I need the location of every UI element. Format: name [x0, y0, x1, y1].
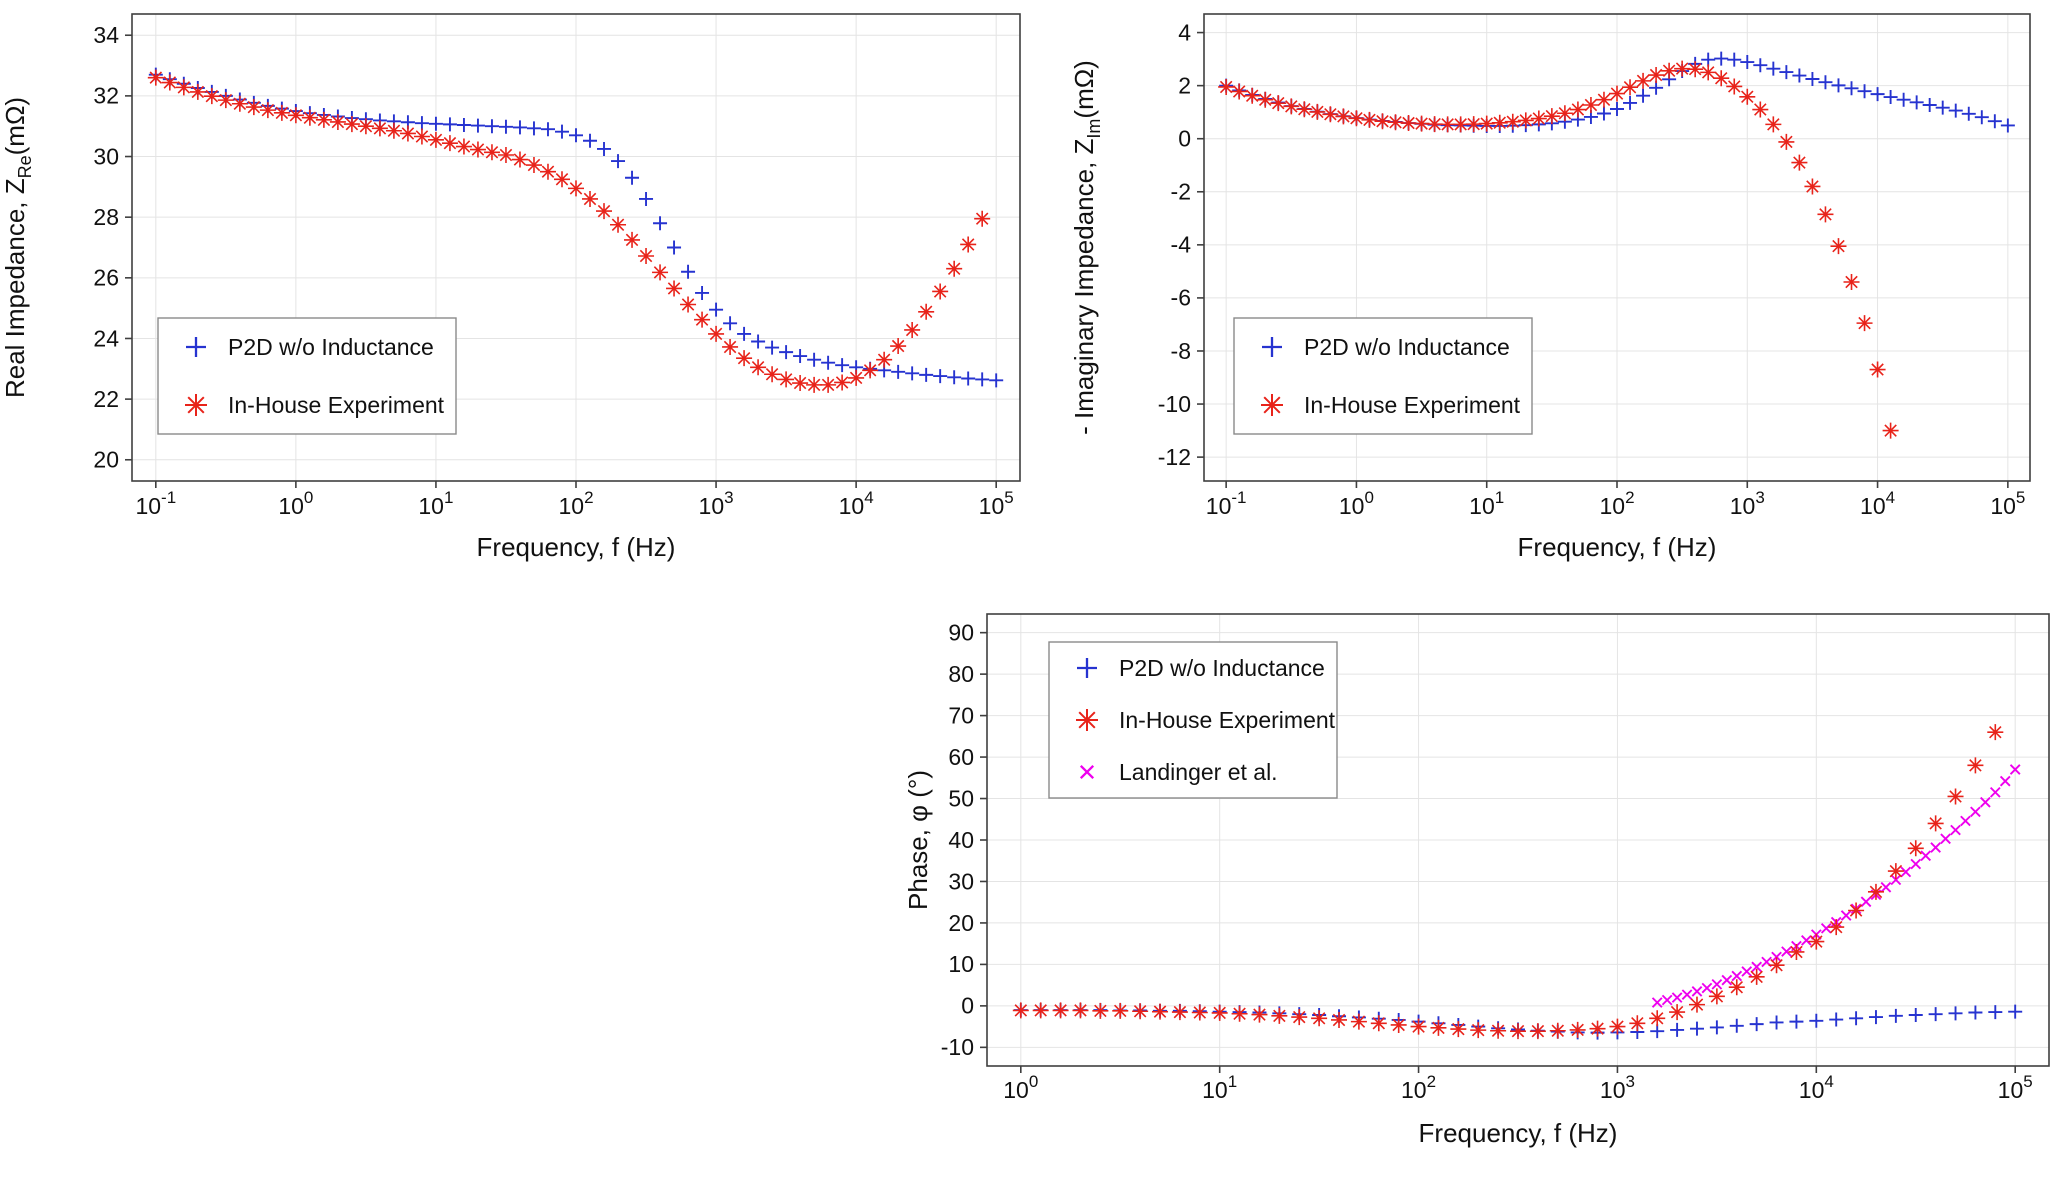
series-landinger	[1651, 764, 2021, 1008]
chart-svg-imaginary-impedance: 10-1 100 101 102 103 104 105 4 2 0 -2 -4 -6 -8 -10 -12 F…	[1069, 13, 2031, 562]
legend: P2D w/o Inductance In-House Experiment	[1233, 317, 1533, 435]
series-inhouse	[147, 69, 991, 393]
grid-lines	[987, 614, 2049, 1066]
svg-text:-10: -10	[941, 1034, 974, 1060]
svg-text:10: 10	[948, 951, 974, 977]
chart-imaginary-impedance: 10-1 100 101 102 103 104 105 4 2 0 -2 -4 -6 -8 -10 -12 F…	[1055, 0, 2065, 598]
y-tick-labels: -10 0 10 20 30 40 50 60 70 80 90	[941, 619, 974, 1060]
chart-svg-phase: 100 101 102 103 104 105 -10 0 10 20 30 40 50 60 70 80 90…	[903, 613, 2050, 1148]
legend-marker-inhouse-icon	[1261, 394, 1283, 416]
series-inhouse	[1218, 60, 1899, 439]
y-axis-label: Phase, φ (°)	[903, 770, 933, 910]
svg-text:100: 100	[278, 488, 313, 519]
tick-marks	[1197, 31, 2009, 488]
legend-label-p2d: P2D w/o Inductance	[1304, 334, 1510, 360]
y-tick-labels: 4 2 0 -2 -4 -6 -8 -10 -12	[1158, 19, 1191, 470]
x-axis-label: Frequency, f (Hz)	[477, 532, 676, 562]
svg-text:20: 20	[93, 447, 119, 473]
svg-text:4: 4	[1178, 19, 1191, 45]
svg-text:103: 103	[1730, 488, 1765, 519]
svg-text:-2: -2	[1171, 179, 1191, 205]
svg-text:102: 102	[558, 488, 593, 519]
y-tick-labels: 20 22 24 26 28 30 32 34	[93, 22, 119, 473]
y-axis-label: Real Impedance, ZRe(mΩ)	[0, 97, 35, 398]
x-tick-labels: 100 101 102 103 104 105	[1003, 1072, 2032, 1103]
svg-text:28: 28	[93, 204, 119, 230]
chart-real-impedance: 10-1 100 101 102 103 104 105 20 22 24 26 28 30 32 34 Fr…	[0, 0, 1055, 598]
svg-text:105: 105	[1990, 488, 2025, 519]
svg-text:70: 70	[948, 702, 974, 728]
svg-text:101: 101	[1202, 1072, 1237, 1103]
x-axis-label: Frequency, f (Hz)	[1518, 532, 1717, 562]
legend-label-inhouse: In-House Experiment	[1304, 392, 1521, 418]
svg-text:32: 32	[93, 83, 119, 109]
svg-text:40: 40	[948, 827, 974, 853]
svg-text:30: 30	[948, 868, 974, 894]
svg-text:30: 30	[93, 143, 119, 169]
svg-text:0: 0	[961, 993, 974, 1019]
svg-text:104: 104	[1799, 1072, 1834, 1103]
svg-text:104: 104	[1860, 488, 1895, 519]
svg-text:22: 22	[93, 386, 119, 412]
chart-svg-real-impedance: 10-1 100 101 102 103 104 105 20 22 24 26 28 30 32 34 Fr…	[0, 13, 1021, 562]
x-tick-labels: 10-1 100 101 102 103 104 105	[135, 488, 1013, 519]
svg-text:26: 26	[93, 265, 119, 291]
series-inhouse	[1012, 724, 2004, 1040]
legend-box	[1233, 317, 1533, 435]
svg-text:50: 50	[948, 785, 974, 811]
legend-marker-p2d-icon	[1262, 337, 1282, 357]
svg-text:60: 60	[948, 744, 974, 770]
svg-text:102: 102	[1599, 488, 1634, 519]
svg-text:-8: -8	[1171, 338, 1191, 364]
svg-text:104: 104	[839, 488, 874, 519]
svg-text:105: 105	[1998, 1072, 2033, 1103]
svg-text:100: 100	[1339, 488, 1374, 519]
svg-text:-4: -4	[1171, 232, 1192, 258]
tick-marks	[125, 34, 997, 488]
svg-text:10-1: 10-1	[1206, 488, 1247, 519]
chart-phase: 100 101 102 103 104 105 -10 0 10 20 30 40 50 60 70 80 90…	[897, 598, 2065, 1178]
svg-text:105: 105	[979, 488, 1014, 519]
svg-text:2: 2	[1178, 72, 1191, 98]
svg-text:90: 90	[948, 619, 974, 645]
legend-label-p2d: P2D w/o Inductance	[1119, 655, 1325, 681]
legend-label-p2d: P2D w/o Inductance	[228, 334, 434, 360]
x-axis-label: Frequency, f (Hz)	[1419, 1118, 1618, 1148]
legend: P2D w/o Inductance In-House Experiment	[157, 317, 457, 435]
svg-text:102: 102	[1401, 1072, 1436, 1103]
svg-text:80: 80	[948, 661, 974, 687]
legend-marker-p2d-icon	[186, 337, 206, 357]
svg-text:-12: -12	[1158, 444, 1191, 470]
svg-text:101: 101	[1469, 488, 1504, 519]
svg-text:-10: -10	[1158, 391, 1191, 417]
y-axis-label: - Imaginary Impedance, ZIm(mΩ)	[1069, 60, 1104, 435]
legend-marker-p2d-icon	[1077, 658, 1097, 678]
legend-box	[157, 317, 457, 435]
svg-text:20: 20	[948, 910, 974, 936]
svg-text:0: 0	[1178, 126, 1191, 152]
legend-marker-inhouse-icon	[1076, 709, 1098, 731]
legend-label-inhouse: In-House Experiment	[228, 392, 445, 418]
svg-text:10-1: 10-1	[135, 488, 176, 519]
legend-label-inhouse: In-House Experiment	[1119, 707, 1336, 733]
x-tick-labels: 10-1 100 101 102 103 104 105	[1206, 488, 2026, 519]
legend-marker-inhouse-icon	[185, 394, 207, 416]
svg-text:103: 103	[1600, 1072, 1635, 1103]
svg-text:103: 103	[699, 488, 734, 519]
legend-label-landinger: Landinger et al.	[1119, 759, 1278, 785]
svg-text:24: 24	[93, 325, 119, 351]
legend-marker-landinger-icon	[1079, 764, 1095, 780]
grid-lines	[132, 14, 1020, 481]
legend: P2D w/o Inductance In-House Experiment Lan…	[1048, 641, 1338, 799]
svg-text:-6: -6	[1171, 285, 1191, 311]
svg-text:100: 100	[1003, 1072, 1038, 1103]
svg-text:101: 101	[418, 488, 453, 519]
svg-text:34: 34	[93, 22, 119, 48]
tick-marks	[980, 631, 2016, 1073]
